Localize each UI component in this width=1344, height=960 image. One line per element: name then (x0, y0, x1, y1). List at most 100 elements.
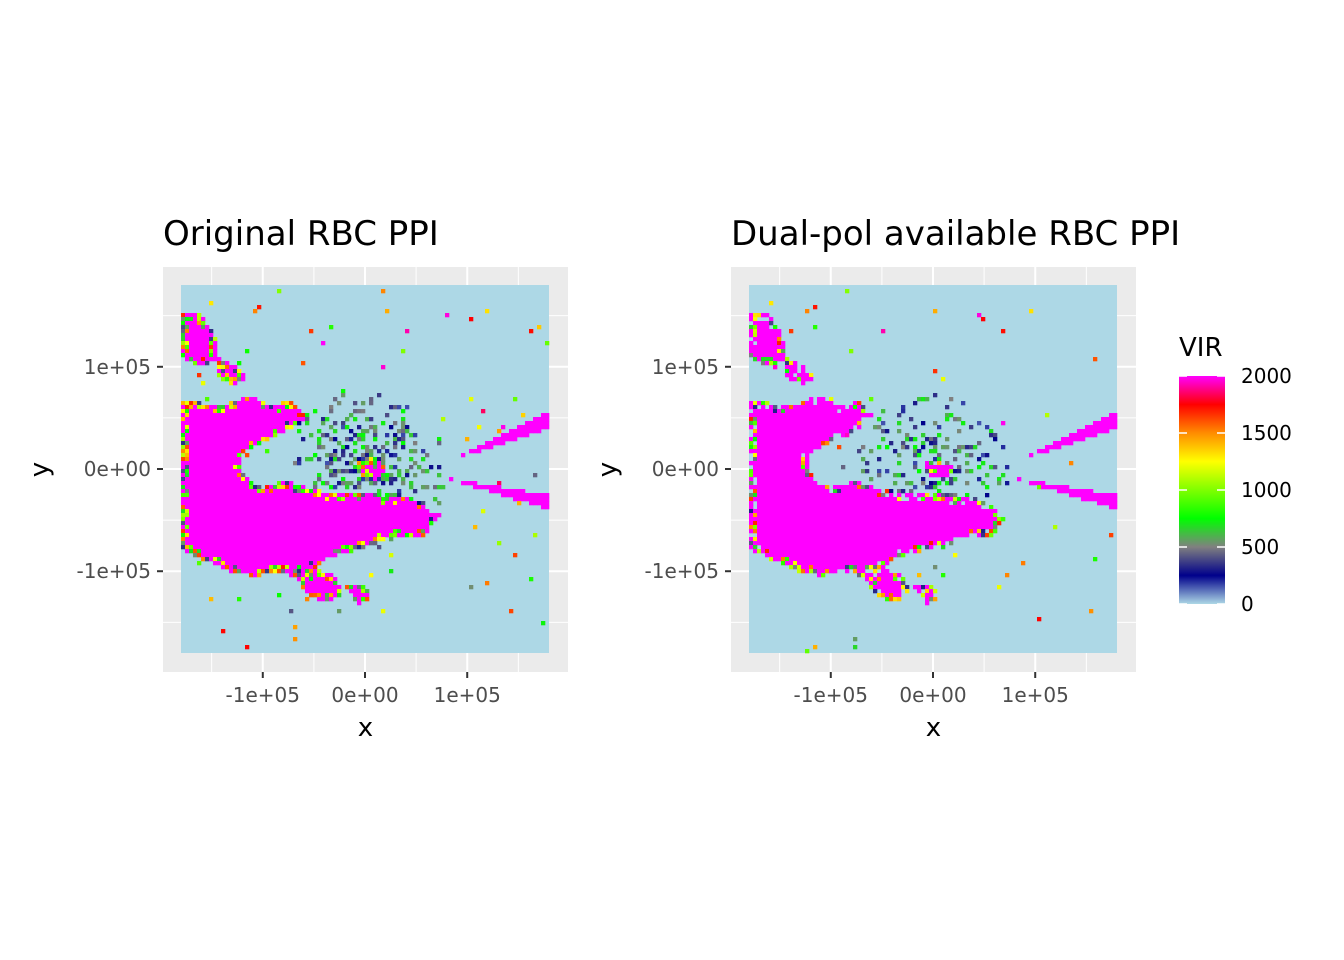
vir-cell (221, 553, 226, 558)
vir-cell (753, 433, 758, 438)
vir-cell (921, 481, 926, 486)
vir-cell (229, 445, 234, 450)
vir-cell (877, 573, 882, 578)
vir-cell (781, 545, 786, 550)
vir-cell (749, 413, 754, 418)
vir-cell (861, 505, 866, 510)
vir-cell (777, 481, 782, 486)
vir-cell (349, 549, 354, 554)
vir-cell (209, 449, 214, 454)
vir-cell (241, 557, 246, 562)
vir-cell (841, 537, 846, 542)
vir-cell (769, 509, 774, 514)
vir-cell (905, 529, 910, 534)
vir-cell (861, 549, 866, 554)
vir-cell (841, 509, 846, 514)
vir-cell (249, 481, 254, 486)
vir-cell (189, 545, 194, 550)
vir-cell (897, 585, 902, 590)
vir-cell (217, 409, 222, 414)
vir-cell (945, 493, 950, 498)
vir-cell (837, 557, 842, 562)
vir-cell (857, 565, 862, 570)
vir-cell (925, 517, 930, 522)
vir-cell (917, 537, 922, 542)
vir-cell (189, 541, 194, 546)
vir-cell (1085, 497, 1090, 502)
vir-cell (281, 549, 286, 554)
vir-cell (261, 537, 266, 542)
vir-cell (201, 477, 206, 482)
vir-cell (221, 465, 226, 470)
vir-cell (301, 525, 306, 530)
vir-cell (1081, 437, 1086, 442)
vir-cell (757, 421, 762, 426)
vir-cell (937, 505, 942, 510)
vir-cell (277, 409, 282, 414)
vir-cell (857, 501, 862, 506)
vir-cell (941, 469, 946, 474)
vir-cell (789, 541, 794, 546)
vir-cell (269, 433, 274, 438)
vir-cell (885, 589, 890, 594)
panel-2: Dual-pol available RBC PPI-1e+05 0e+00 1e+… (593, 214, 1180, 743)
vir-cell (185, 345, 190, 350)
vir-cell (265, 529, 270, 534)
vir-cell (845, 549, 850, 554)
vir-cell (365, 429, 370, 434)
vir-cell (209, 553, 214, 558)
vir-cell (785, 477, 790, 482)
vir-cell (261, 509, 266, 514)
vir-cell (297, 553, 302, 558)
vir-cell (197, 517, 202, 522)
vir-cell (249, 397, 254, 402)
vir-cell (313, 529, 318, 534)
vir-cell (777, 349, 782, 354)
vir-cell (297, 529, 302, 534)
vir-cell (993, 521, 998, 526)
vir-cell (937, 521, 942, 526)
vir-cell (333, 453, 338, 458)
vir-cell (825, 529, 830, 534)
vir-cell (985, 493, 990, 498)
vir-cell (781, 433, 786, 438)
vir-cell (289, 513, 294, 518)
vir-cell (217, 549, 222, 554)
vir-cell (1105, 501, 1110, 506)
vir-cell (845, 565, 850, 570)
vir-cell (221, 441, 226, 446)
vir-cell (413, 505, 418, 510)
vir-cell (201, 493, 206, 498)
vir-cell (909, 521, 914, 526)
vir-cell (777, 437, 782, 442)
vir-cell (845, 541, 850, 546)
vir-cell (221, 433, 226, 438)
vir-cell (329, 549, 334, 554)
vir-cell (421, 525, 426, 530)
vir-cell (197, 441, 202, 446)
vir-cell (797, 457, 802, 462)
vir-cell (229, 453, 234, 458)
vir-cell (233, 413, 238, 418)
vir-cell (789, 481, 794, 486)
vir-cell (877, 581, 882, 586)
vir-cell (181, 541, 186, 546)
vir-cell (805, 569, 810, 574)
vir-cell (205, 329, 210, 334)
vir-cell (853, 413, 858, 418)
vir-cell (405, 469, 410, 474)
vir-cell (185, 429, 190, 434)
vir-cell (357, 469, 362, 474)
vir-cell (245, 477, 250, 482)
vir-cell (809, 497, 814, 502)
vir-cell (317, 429, 322, 434)
vir-cell (949, 469, 954, 474)
vir-cell (277, 289, 282, 294)
vir-cell (545, 421, 550, 426)
vir-cell (901, 409, 906, 414)
vir-cell (237, 413, 242, 418)
vir-cell (325, 573, 330, 578)
vir-cell (325, 533, 330, 538)
vir-cell (813, 433, 818, 438)
vir-cell (269, 521, 274, 526)
